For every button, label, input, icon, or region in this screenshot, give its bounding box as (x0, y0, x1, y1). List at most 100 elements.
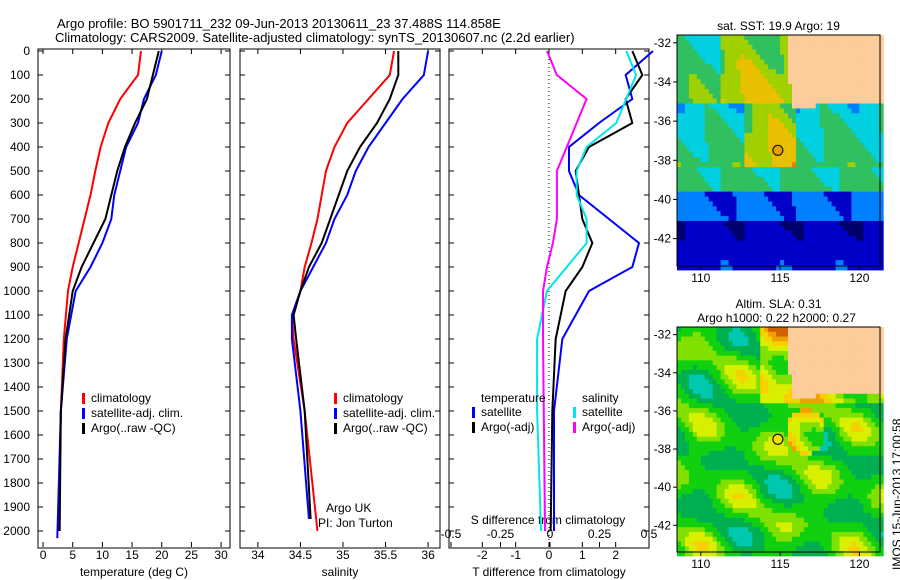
map-cell (811, 113, 817, 119)
map-cell (728, 336, 734, 342)
map-cell (823, 220, 829, 227)
map-cell (756, 220, 761, 227)
map-cell (799, 162, 805, 168)
map-cell (756, 260, 761, 266)
map-cell (708, 74, 714, 80)
map-cell (692, 503, 698, 509)
map-cell (708, 384, 714, 390)
map-cell (692, 431, 698, 438)
map-cell (823, 336, 829, 342)
map-cell (843, 460, 848, 466)
map-cell (819, 365, 825, 371)
map-cell (752, 103, 757, 109)
map-cell (799, 35, 805, 41)
map-cell (851, 350, 856, 357)
map-cell (724, 35, 730, 41)
map-cell (867, 230, 872, 237)
map-cell (788, 39, 793, 46)
map-cell (855, 240, 860, 246)
map-cell (851, 162, 856, 168)
map-cell (819, 331, 825, 338)
map-cell (712, 336, 718, 342)
map-cell (859, 379, 864, 385)
map-cell (855, 44, 860, 51)
map-cell (780, 142, 785, 149)
map-cell (772, 137, 777, 144)
map-cell (847, 88, 852, 95)
map-cell (863, 54, 868, 60)
map-cell (784, 398, 789, 404)
map-cell (748, 181, 753, 188)
map-cell (748, 412, 753, 419)
map-cell (728, 350, 734, 357)
map-cell (799, 49, 805, 56)
map-cell (756, 142, 761, 149)
map-cell (871, 191, 876, 198)
map-cell (831, 441, 837, 447)
map-cell (823, 103, 829, 109)
map-cell (823, 64, 829, 70)
map-cell (736, 417, 741, 423)
map-cell (704, 240, 710, 246)
map-cell (776, 460, 781, 466)
map-cell (764, 245, 769, 251)
map-cell (724, 446, 730, 452)
map-cell (811, 147, 817, 153)
map-cell (803, 83, 809, 90)
map-cell (831, 191, 837, 198)
map-cell (688, 412, 694, 419)
map-cell (799, 503, 805, 509)
map-cell (684, 35, 690, 41)
map-cell (728, 123, 734, 129)
map-cell (684, 374, 690, 380)
map-cell (744, 103, 749, 109)
map-cell (815, 240, 821, 246)
map-cell (724, 44, 730, 51)
map-cell (760, 503, 765, 509)
map-cell (752, 172, 757, 178)
map-cell (736, 255, 741, 261)
map-cell (688, 441, 694, 447)
map-cell (784, 427, 789, 433)
map-cell (791, 517, 797, 523)
map-cell (696, 379, 702, 385)
map-cell (795, 422, 801, 428)
map-cell (780, 64, 785, 70)
map-cell (780, 98, 785, 105)
map-cell (728, 465, 734, 471)
map-cell (677, 431, 682, 438)
map-cell (716, 206, 722, 212)
map-cell (843, 388, 848, 395)
map-cell (677, 393, 682, 400)
map-cell (803, 465, 809, 471)
map-cell (823, 379, 829, 385)
map-cell (875, 64, 880, 70)
map-cell (776, 240, 781, 246)
map-cell (788, 127, 793, 134)
map-cell (811, 484, 817, 490)
map-cell (780, 108, 785, 114)
map-cell (684, 346, 690, 352)
map-cell (764, 346, 769, 352)
map-cell (799, 196, 805, 202)
map-cell (692, 211, 698, 217)
map-cell (851, 369, 856, 376)
map-cell (736, 49, 741, 56)
map-cell (744, 436, 749, 442)
map-cell (835, 508, 841, 514)
map-cell (819, 479, 825, 485)
map-cell (847, 265, 852, 271)
map-cell (700, 127, 706, 134)
map-cell (744, 422, 749, 428)
map-cell (776, 260, 781, 266)
map-cell (684, 531, 690, 538)
map-cell (764, 196, 769, 202)
map-cell (700, 436, 706, 442)
map-cell (696, 365, 702, 371)
map-cell (736, 230, 741, 237)
map-cell (692, 536, 698, 543)
map-cell (847, 201, 852, 207)
map-cell (752, 498, 757, 504)
map-cell (827, 388, 833, 395)
